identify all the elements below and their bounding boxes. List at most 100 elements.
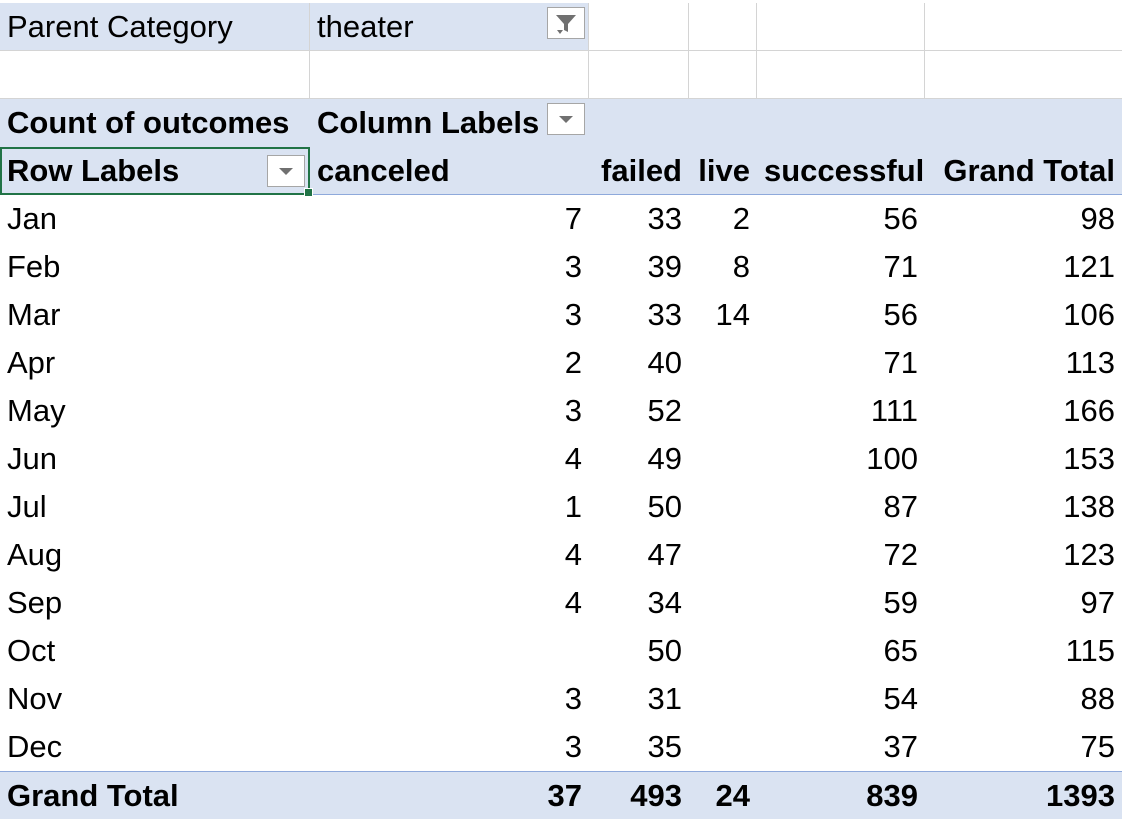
value-cell-successful[interactable]: 87: [883, 489, 918, 524]
value-cell-total[interactable]: 138: [1063, 489, 1115, 524]
row-label-cell[interactable]: Nov: [7, 681, 63, 716]
row-label-cell[interactable]: Feb: [7, 249, 61, 284]
header-fill-cell[interactable]: [925, 99, 1122, 147]
value-cell-canceled[interactable]: 4: [564, 585, 582, 620]
value-cell-total[interactable]: 121: [1063, 249, 1115, 284]
value-cell-successful[interactable]: 100: [866, 441, 918, 476]
row-label-cell[interactable]: Mar: [7, 297, 61, 332]
value-cell-canceled[interactable]: 3: [564, 297, 582, 332]
column-labels-header[interactable]: Column Labels: [310, 99, 589, 147]
value-cell-live[interactable]: 2: [732, 201, 750, 236]
row-label-cell[interactable]: Sep: [7, 585, 63, 620]
grand-total-successful[interactable]: 839: [757, 771, 925, 819]
column-header-grand-total[interactable]: Grand Total: [925, 147, 1122, 195]
empty-cell[interactable]: [589, 3, 689, 51]
value-cell-canceled[interactable]: 4: [564, 537, 582, 572]
column-labels-dropdown-icon[interactable]: [547, 103, 585, 135]
value-cell-failed[interactable]: 39: [647, 249, 682, 284]
grand-total-canceled[interactable]: 37: [310, 771, 589, 819]
value-cell-successful[interactable]: 111: [870, 393, 918, 428]
empty-cell[interactable]: [925, 3, 1122, 51]
value-cell-total[interactable]: 97: [1080, 585, 1115, 620]
value-cell-live[interactable]: [689, 387, 757, 435]
value-cell-live[interactable]: [689, 627, 757, 675]
value-cell-total[interactable]: 115: [1065, 633, 1115, 668]
empty-cell[interactable]: [757, 3, 925, 51]
value-cell-failed[interactable]: 33: [647, 297, 682, 332]
value-cell-total[interactable]: 106: [1063, 297, 1115, 332]
value-cell-failed[interactable]: 50: [647, 489, 682, 524]
column-header-canceled[interactable]: canceled: [310, 147, 589, 195]
header-fill-cell[interactable]: [589, 99, 689, 147]
value-cell-successful[interactable]: 72: [883, 537, 918, 572]
grand-total-label[interactable]: Grand Total: [0, 771, 310, 819]
empty-cell[interactable]: [689, 3, 757, 51]
empty-cell[interactable]: [310, 51, 589, 99]
value-cell-live[interactable]: [689, 723, 757, 771]
selection-fill-handle[interactable]: [304, 188, 313, 197]
row-labels-header[interactable]: Row Labels: [0, 147, 310, 195]
value-cell-canceled[interactable]: 7: [564, 201, 582, 236]
empty-cell[interactable]: [689, 51, 757, 99]
filter-dropdown-icon[interactable]: [547, 7, 585, 39]
value-field-label[interactable]: Count of outcomes: [0, 99, 310, 147]
row-label-cell[interactable]: Oct: [7, 633, 56, 668]
row-label-cell[interactable]: Dec: [7, 729, 63, 764]
value-cell-failed[interactable]: 47: [647, 537, 682, 572]
value-cell-failed[interactable]: 31: [647, 681, 682, 716]
row-label-cell[interactable]: May: [7, 393, 66, 428]
value-cell-canceled[interactable]: 4: [564, 441, 582, 476]
value-cell-live[interactable]: [689, 483, 757, 531]
value-cell-successful[interactable]: 37: [883, 729, 918, 764]
value-cell-canceled[interactable]: 1: [564, 489, 582, 524]
value-cell-canceled[interactable]: 3: [564, 393, 582, 428]
value-cell-live[interactable]: [689, 675, 757, 723]
value-cell-successful[interactable]: 71: [883, 249, 918, 284]
grand-total-overall[interactable]: 1393: [925, 771, 1122, 819]
empty-cell[interactable]: [0, 51, 310, 99]
empty-cell[interactable]: [925, 51, 1122, 99]
value-cell-failed[interactable]: 50: [647, 633, 682, 668]
value-cell-total[interactable]: 75: [1080, 729, 1115, 764]
value-cell-canceled[interactable]: 3: [564, 249, 582, 284]
value-cell-successful[interactable]: 56: [883, 201, 918, 236]
value-cell-total[interactable]: 88: [1080, 681, 1115, 716]
empty-cell[interactable]: [589, 51, 689, 99]
value-cell-total[interactable]: 113: [1065, 345, 1115, 380]
row-label-cell[interactable]: Aug: [7, 537, 63, 572]
value-cell-live[interactable]: 14: [715, 297, 750, 332]
value-cell-live[interactable]: [689, 579, 757, 627]
row-labels-dropdown-icon[interactable]: [267, 155, 305, 187]
value-cell-successful[interactable]: 54: [883, 681, 918, 716]
value-cell-live[interactable]: 8: [732, 249, 750, 284]
row-label-cell[interactable]: Jul: [7, 489, 47, 524]
grand-total-failed[interactable]: 493: [589, 771, 689, 819]
value-cell-canceled[interactable]: 2: [564, 345, 582, 380]
value-cell-failed[interactable]: 49: [647, 441, 682, 476]
value-cell-total[interactable]: 153: [1063, 441, 1115, 476]
value-cell-canceled[interactable]: 3: [564, 729, 582, 764]
value-cell-total[interactable]: 166: [1063, 393, 1115, 428]
value-cell-failed[interactable]: 34: [647, 585, 682, 620]
row-label-cell[interactable]: Jun: [7, 441, 57, 476]
value-cell-failed[interactable]: 35: [647, 729, 682, 764]
value-cell-canceled[interactable]: 3: [564, 681, 582, 716]
column-header-failed[interactable]: failed: [589, 147, 689, 195]
value-cell-successful[interactable]: 65: [883, 633, 918, 668]
value-cell-total[interactable]: 123: [1063, 537, 1115, 572]
row-label-cell[interactable]: Jan: [7, 201, 57, 236]
value-cell-live[interactable]: [689, 435, 757, 483]
filter-value-cell[interactable]: theater: [310, 3, 589, 51]
grand-total-live[interactable]: 24: [689, 771, 757, 819]
value-cell-failed[interactable]: 52: [647, 393, 682, 428]
filter-label-cell[interactable]: Parent Category: [0, 3, 310, 51]
value-cell-live[interactable]: [689, 531, 757, 579]
value-cell-live[interactable]: [689, 339, 757, 387]
value-cell-successful[interactable]: 56: [883, 297, 918, 332]
header-fill-cell[interactable]: [689, 99, 757, 147]
column-header-live[interactable]: live: [689, 147, 757, 195]
header-fill-cell[interactable]: [757, 99, 925, 147]
value-cell-successful[interactable]: 71: [883, 345, 918, 380]
value-cell-failed[interactable]: 40: [647, 345, 682, 380]
value-cell-failed[interactable]: 33: [647, 201, 682, 236]
